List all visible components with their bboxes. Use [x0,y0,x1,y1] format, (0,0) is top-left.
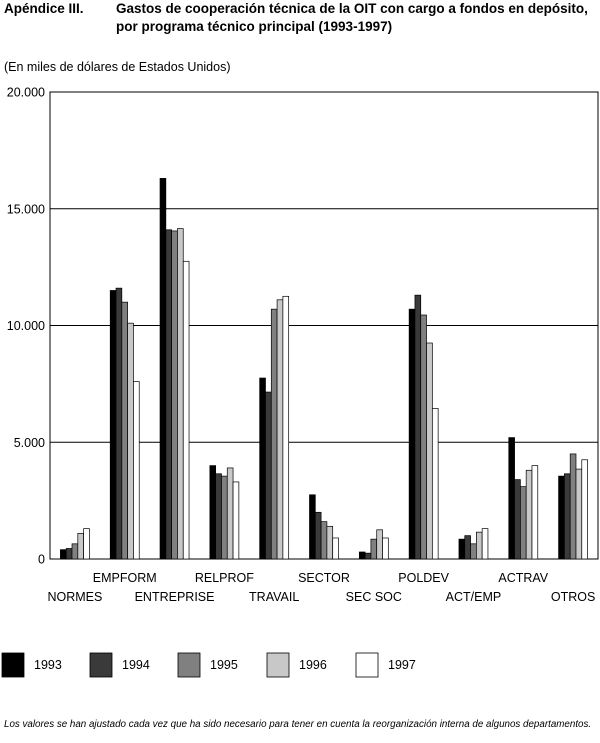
bar-1994 [314,511,322,560]
legend-swatch [266,652,290,678]
bar-1995 [470,543,477,560]
bar-1995 [270,308,278,560]
y-tick-label: 15.000 [7,202,45,216]
bar-1997 [531,465,539,560]
bar-1997 [332,537,339,560]
bar-1994 [65,548,73,560]
bar-1996 [476,531,483,560]
bar-1994 [564,473,571,560]
bar-1993 [309,494,316,560]
bar-1995 [420,314,427,560]
bar-1997 [481,528,489,560]
bar-1997 [182,260,190,560]
units-label: (En miles de dólares de Estados Unidos) [4,60,231,74]
bar-chart: 0 5.000 10.000 15.000 20.000 NORMES EMPFORM ENT… [1,86,599,678]
bar-1993 [259,377,266,560]
bar-1996 [226,467,234,560]
bar-1993 [109,290,117,560]
x-category-label: ENTREPRISE [135,590,215,604]
bar-1997 [133,381,140,560]
bar-1995 [520,486,527,560]
x-category-label: RELPROF [195,571,254,585]
legend-swatch [355,652,379,678]
bar-1997 [431,408,439,560]
legend-label: 1995 [210,658,238,672]
y-tick-label: 5.000 [14,436,45,450]
bar-1995 [370,538,378,560]
footnote: Los valores se han ajustado cada vez que… [4,719,592,730]
bar-1996 [177,228,184,560]
bar-1996 [575,468,583,560]
bar-1993 [60,549,67,560]
bar-1994 [414,294,422,560]
appendix-label: Apéndice III. [4,1,84,16]
y-tick-label: 20.000 [7,86,45,100]
bar-1997 [382,537,389,560]
bar-1993 [358,551,366,560]
bar-1993 [209,465,217,560]
bar-1995 [221,475,228,560]
bar-1996 [326,525,334,560]
legend-label: 1997 [388,658,416,672]
bar-1995 [569,453,577,560]
bar-1995 [121,301,128,560]
bar-1997 [83,528,90,560]
bar-1996 [525,469,533,560]
legend-label: 1994 [122,658,150,672]
x-category-label: ACT/EMP [446,590,502,604]
y-tick-label: 10.000 [7,319,45,333]
bar-1996 [276,299,284,560]
bar-1993 [558,475,565,560]
legend-label: 1993 [34,658,62,672]
x-category-label: ACTRAV [498,571,548,585]
bar-1993 [408,308,416,560]
y-tick-label: 0 [38,553,45,567]
legend-swatch [177,652,201,678]
bar-1994 [165,229,172,560]
legend-swatch [89,652,113,678]
x-category-label: SEC SOC [346,590,402,604]
bar-1993 [508,437,515,560]
bar-1997 [282,295,290,560]
x-category-label: OTROS [551,590,595,604]
bar-1996 [77,532,84,560]
x-category-label: SECTOR [298,571,350,585]
x-category-label: POLDEV [398,571,449,585]
bar-1994 [215,473,222,560]
bar-1995 [71,543,79,560]
bar-1994 [514,479,521,560]
x-category-label: EMPFORM [93,571,157,585]
bar-1996 [376,529,383,560]
x-category-label: TRAVAIL [249,590,299,604]
chart-title: Gastos de cooperación técnica de la OIT … [116,1,588,34]
legend-swatch [1,652,25,678]
bar-1997 [232,481,240,560]
bar-1996 [426,342,433,560]
bar-1993 [159,178,167,560]
bar-1995 [320,521,328,560]
bar-1995 [171,230,178,560]
bar-1994 [115,287,123,560]
bar-1993 [458,538,466,560]
bar-1994 [265,391,272,560]
bar-1994 [464,535,471,560]
bar-1994 [364,552,372,560]
legend-label: 1996 [299,658,327,672]
bar-1997 [581,459,588,560]
bar-1996 [127,322,134,560]
x-category-label: NORMES [47,590,102,604]
